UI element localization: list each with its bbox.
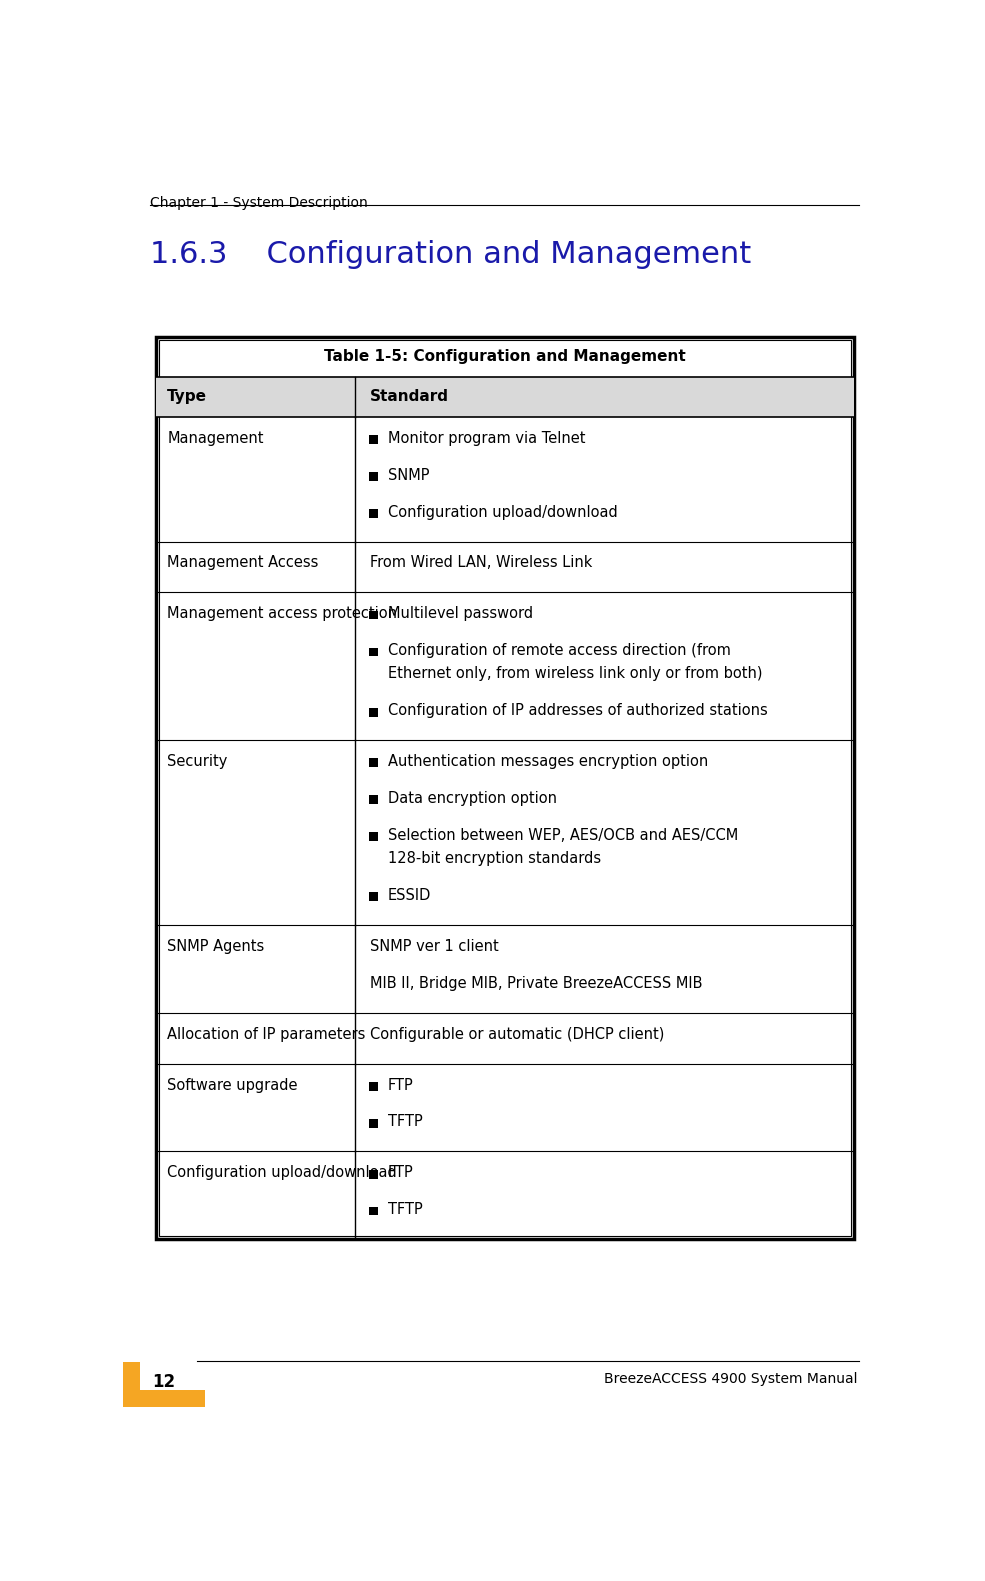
Text: Management Access: Management Access — [167, 555, 319, 571]
Text: Management access protection: Management access protection — [167, 606, 397, 621]
Bar — [123, 1363, 140, 1407]
Bar — [368, 1081, 377, 1091]
Text: Chapter 1 - System Description: Chapter 1 - System Description — [151, 196, 368, 210]
Text: Authentication messages encryption option: Authentication messages encryption optio… — [388, 754, 708, 768]
Text: TFTP: TFTP — [388, 1115, 423, 1129]
Text: Type: Type — [167, 389, 207, 405]
Text: Management: Management — [167, 430, 264, 446]
Bar — [368, 435, 377, 444]
Bar — [368, 610, 377, 620]
Text: Monitor program via Telnet: Monitor program via Telnet — [388, 430, 585, 446]
Text: Standard: Standard — [370, 389, 449, 405]
Text: Configurable or automatic (DHCP client): Configurable or automatic (DHCP client) — [370, 1026, 665, 1042]
Text: ESSID: ESSID — [388, 889, 431, 903]
Bar — [368, 1170, 377, 1178]
Text: Security: Security — [167, 754, 228, 768]
Text: 12: 12 — [153, 1374, 175, 1391]
Bar — [368, 708, 377, 716]
Text: Configuration upload/download: Configuration upload/download — [388, 504, 618, 520]
Text: TFTP: TFTP — [388, 1202, 423, 1217]
Bar — [368, 648, 377, 656]
Text: Allocation of IP parameters: Allocation of IP parameters — [167, 1026, 365, 1042]
Text: SNMP Agents: SNMP Agents — [167, 939, 265, 953]
Text: Table 1-5: Configuration and Management: Table 1-5: Configuration and Management — [324, 349, 686, 364]
Text: 128-bit encryption standards: 128-bit encryption standards — [388, 851, 601, 866]
Text: Configuration of remote access direction (from: Configuration of remote access direction… — [388, 643, 731, 658]
Bar — [368, 509, 377, 519]
Text: Multilevel password: Multilevel password — [388, 606, 533, 621]
Text: Configuration upload/download: Configuration upload/download — [167, 1165, 397, 1181]
Bar — [368, 1119, 377, 1127]
Bar — [368, 795, 377, 805]
Text: FTP: FTP — [388, 1078, 414, 1092]
Text: Selection between WEP, AES/OCB and AES/CCM: Selection between WEP, AES/OCB and AES/C… — [388, 828, 738, 843]
Text: SNMP: SNMP — [388, 468, 429, 482]
Bar — [159, 340, 851, 1236]
Bar — [368, 1206, 377, 1216]
Bar — [123, 1390, 205, 1407]
Text: 1.6.3    Configuration and Management: 1.6.3 Configuration and Management — [151, 240, 752, 269]
Bar — [156, 376, 854, 417]
Bar — [368, 473, 377, 481]
Text: BreezeACCESS 4900 System Manual: BreezeACCESS 4900 System Manual — [604, 1372, 857, 1385]
Bar — [368, 892, 377, 901]
Text: SNMP ver 1 client: SNMP ver 1 client — [370, 939, 499, 953]
Text: FTP: FTP — [388, 1165, 414, 1181]
Text: Ethernet only, from wireless link only or from both): Ethernet only, from wireless link only o… — [388, 666, 762, 681]
Bar — [156, 337, 854, 1240]
Text: Configuration of IP addresses of authorized stations: Configuration of IP addresses of authori… — [388, 704, 767, 718]
Text: Data encryption option: Data encryption option — [388, 790, 557, 806]
Text: Software upgrade: Software upgrade — [167, 1078, 297, 1092]
Bar — [368, 759, 377, 767]
Text: From Wired LAN, Wireless Link: From Wired LAN, Wireless Link — [370, 555, 593, 571]
Text: MIB II, Bridge MIB, Private BreezeACCESS MIB: MIB II, Bridge MIB, Private BreezeACCESS… — [370, 975, 702, 991]
Bar — [368, 833, 377, 841]
